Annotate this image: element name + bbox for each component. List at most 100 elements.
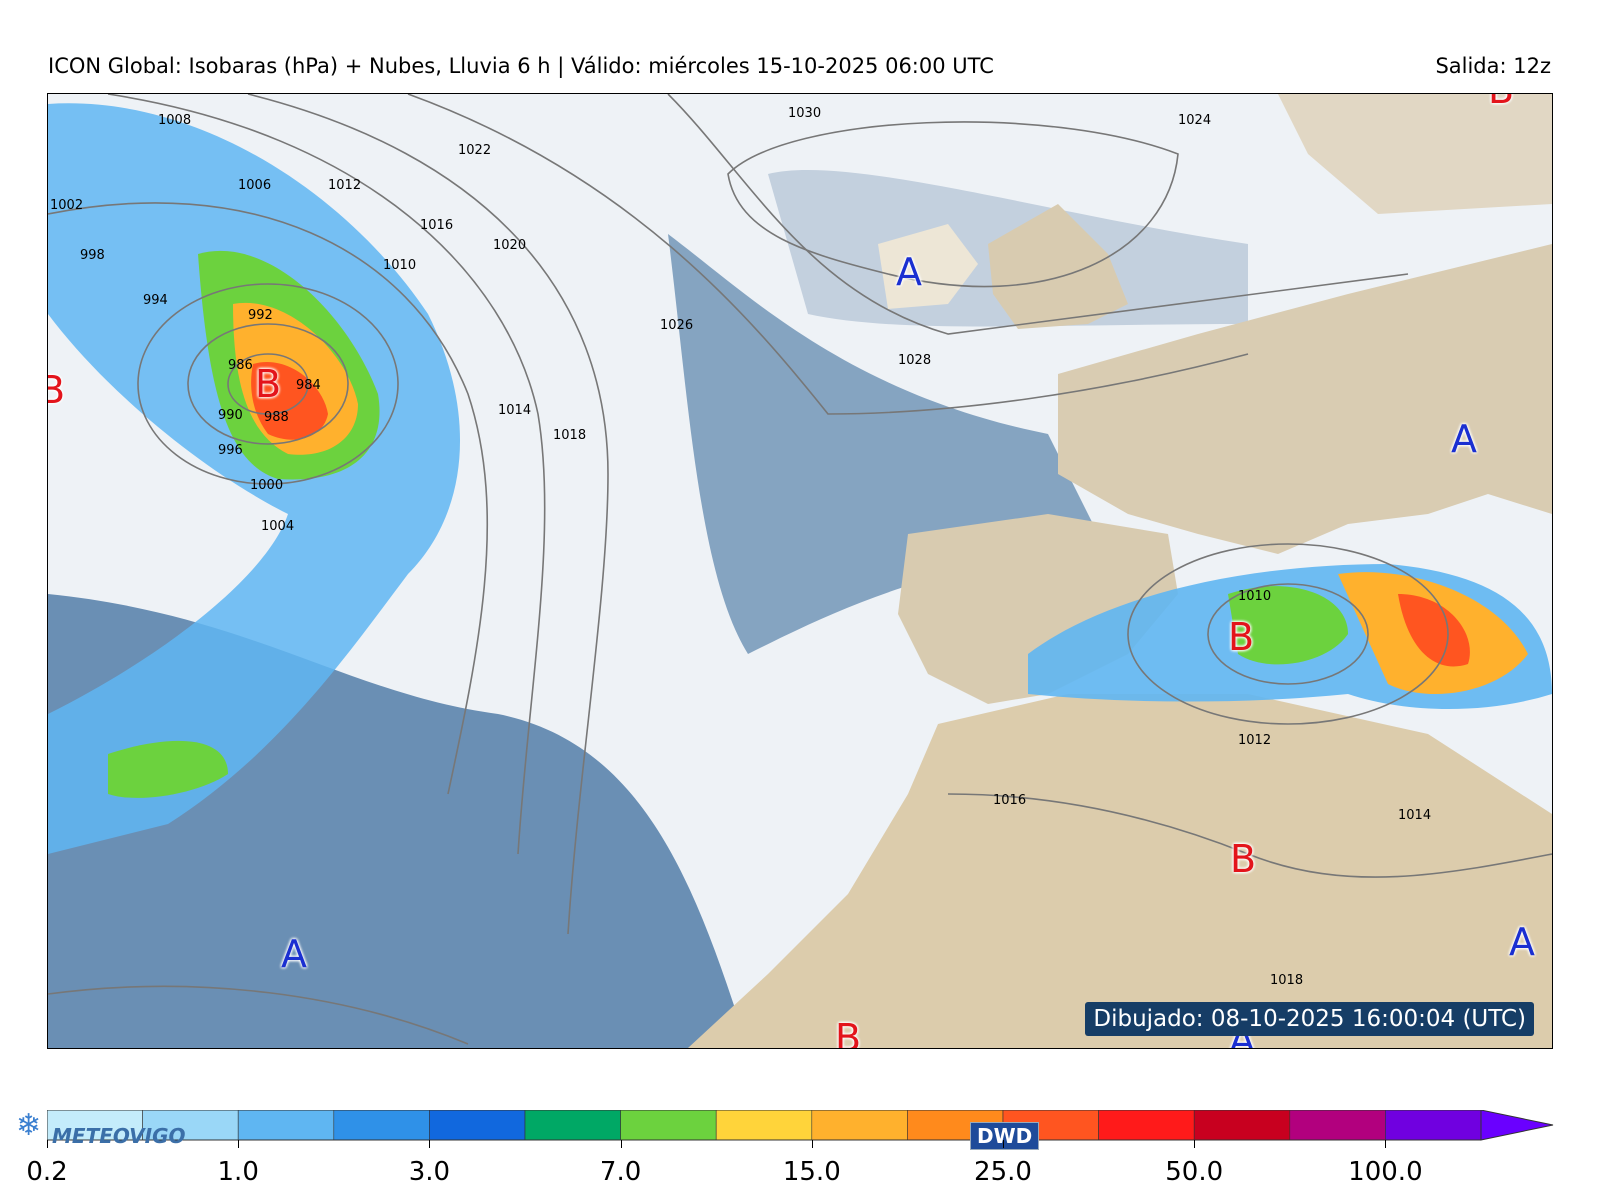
colorbar-outline bbox=[46, 1109, 1482, 1141]
land-ireland bbox=[878, 224, 978, 309]
precip-zone bbox=[48, 103, 461, 854]
model-run: Salida: 12z bbox=[1435, 54, 1551, 78]
low-pressure-center: B bbox=[834, 1016, 862, 1049]
colorbar-svg bbox=[46, 1109, 1554, 1141]
low-pressure-center: B bbox=[1227, 615, 1255, 659]
isobar bbox=[107, 94, 546, 855]
high-pressure-center: A bbox=[896, 250, 922, 294]
precip-colorbar bbox=[46, 1109, 1557, 1150]
low-pressure-center: B bbox=[48, 371, 65, 409]
isobar-label: 1004 bbox=[261, 519, 294, 534]
isobar bbox=[137, 283, 399, 485]
colorbar-tick-label: 15.0 bbox=[782, 1157, 841, 1187]
isobar-label: 1010 bbox=[1238, 589, 1271, 604]
low-pressure-center: B bbox=[1229, 837, 1257, 881]
colorbar-tick bbox=[238, 1140, 240, 1148]
colorbar-segment bbox=[524, 1109, 621, 1141]
isobar-label: 1026 bbox=[660, 318, 693, 333]
colorbar-tick bbox=[620, 1140, 622, 1148]
isobar-label: 1016 bbox=[993, 793, 1026, 808]
header-title: ICON Global: Isobaras (hPa) + Nubes, Llu… bbox=[48, 54, 994, 78]
isobar-label: 1016 bbox=[420, 218, 453, 233]
forecast-map: 1008 1006 1012 1022 1016 1020 1010 1002 … bbox=[47, 93, 1553, 1049]
isobar-label: 1002 bbox=[50, 198, 83, 213]
colorbar-tick-label: 100.0 bbox=[1348, 1157, 1423, 1187]
precip-zone bbox=[1228, 586, 1348, 665]
isobar bbox=[947, 793, 1552, 878]
isobar-label: 1014 bbox=[498, 403, 531, 418]
colorbar-segment bbox=[1385, 1109, 1482, 1141]
colorbar-extend-arrow bbox=[1480, 1109, 1554, 1141]
land-scandinavia bbox=[1278, 94, 1552, 214]
isobar bbox=[407, 94, 1249, 415]
isobar-label: 988 bbox=[264, 410, 289, 425]
colorbar-segment bbox=[620, 1109, 717, 1141]
isobar bbox=[1207, 583, 1369, 685]
isobar-label: 994 bbox=[143, 293, 168, 308]
isobar-label: 1012 bbox=[328, 178, 361, 193]
colorbar-tick-label: 50.0 bbox=[1165, 1157, 1224, 1187]
isobar bbox=[48, 202, 489, 795]
isobar-label: 992 bbox=[248, 308, 273, 323]
isobar-label: 984 bbox=[296, 378, 321, 393]
colorbar-segment bbox=[1098, 1109, 1195, 1141]
colorbar-tick-label: 3.0 bbox=[408, 1157, 451, 1187]
snowflake-icon: ❄ bbox=[16, 1108, 42, 1143]
colorbar-tick bbox=[47, 1140, 48, 1148]
isobar bbox=[727, 121, 1179, 288]
isobar-label: 1022 bbox=[458, 143, 491, 158]
colorbar-tick bbox=[1385, 1140, 1387, 1148]
map-canvas: 1008 1006 1012 1022 1016 1020 1010 1002 … bbox=[48, 94, 1552, 1048]
isobar bbox=[48, 985, 469, 1045]
low-pressure-center: B bbox=[1488, 94, 1514, 109]
isobar-label: 1030 bbox=[788, 106, 821, 121]
colorbar-segment bbox=[429, 1109, 526, 1141]
colorbar-segment bbox=[1289, 1109, 1386, 1141]
isobar-label: 1012 bbox=[1238, 733, 1271, 748]
low-pressure-center: B bbox=[254, 362, 282, 406]
isobar-label: 998 bbox=[80, 248, 105, 263]
isobar-label: 1024 bbox=[1178, 113, 1211, 128]
high-pressure-center: A bbox=[281, 932, 307, 976]
isobar-label: 1018 bbox=[553, 428, 586, 443]
colorbar-tick bbox=[429, 1140, 431, 1148]
precip-zone bbox=[1398, 594, 1470, 667]
isobar-label: 990 bbox=[218, 408, 243, 423]
colorbar-segment bbox=[237, 1109, 335, 1141]
land-britain bbox=[988, 204, 1128, 329]
colorbar-tick-label: 25.0 bbox=[974, 1157, 1032, 1187]
isobar bbox=[247, 94, 609, 935]
dwd-logo: DWD bbox=[970, 1122, 1040, 1150]
colorbar-tick bbox=[811, 1140, 813, 1148]
isobar-label: 1018 bbox=[1270, 973, 1303, 988]
colorbar-segment bbox=[715, 1109, 813, 1141]
colorbar-segment bbox=[1193, 1109, 1291, 1141]
isobar bbox=[187, 323, 349, 445]
colorbar-tick-label: 1.0 bbox=[217, 1157, 259, 1187]
isobar-label: 1014 bbox=[1398, 808, 1431, 823]
high-pressure-center: A bbox=[1509, 920, 1535, 964]
colorbar-tick bbox=[1003, 1140, 1004, 1148]
precip-zone bbox=[251, 362, 328, 440]
isobar-label: 1000 bbox=[250, 478, 283, 493]
isobar-label: 1020 bbox=[493, 238, 526, 253]
colorbar-tick bbox=[1194, 1140, 1196, 1148]
precip-zone bbox=[108, 740, 228, 798]
drawn-timestamp: Dibujado: 08-10-2025 16:00:04 (UTC) bbox=[1085, 1002, 1534, 1036]
isobar-label: 1008 bbox=[158, 113, 191, 128]
colorbar-tick-label: 0.2 bbox=[26, 1157, 68, 1187]
colorbar-segment bbox=[811, 1109, 908, 1141]
isobar-label: 996 bbox=[218, 443, 243, 458]
isobar bbox=[227, 353, 309, 415]
isobar bbox=[1127, 543, 1449, 725]
colorbar-tick-label: 7.0 bbox=[599, 1157, 642, 1187]
isobar-label: 1006 bbox=[238, 178, 271, 193]
meteovigo-logo: METEOVIGO bbox=[52, 1124, 186, 1148]
land-africa bbox=[688, 694, 1552, 1048]
isobar-label: 1028 bbox=[898, 353, 931, 368]
isobar-label: 986 bbox=[228, 358, 253, 373]
land-europe bbox=[1058, 244, 1552, 554]
isobar bbox=[667, 94, 1409, 335]
colorbar-segment bbox=[333, 1109, 430, 1141]
isobar-label: 1010 bbox=[383, 258, 416, 273]
